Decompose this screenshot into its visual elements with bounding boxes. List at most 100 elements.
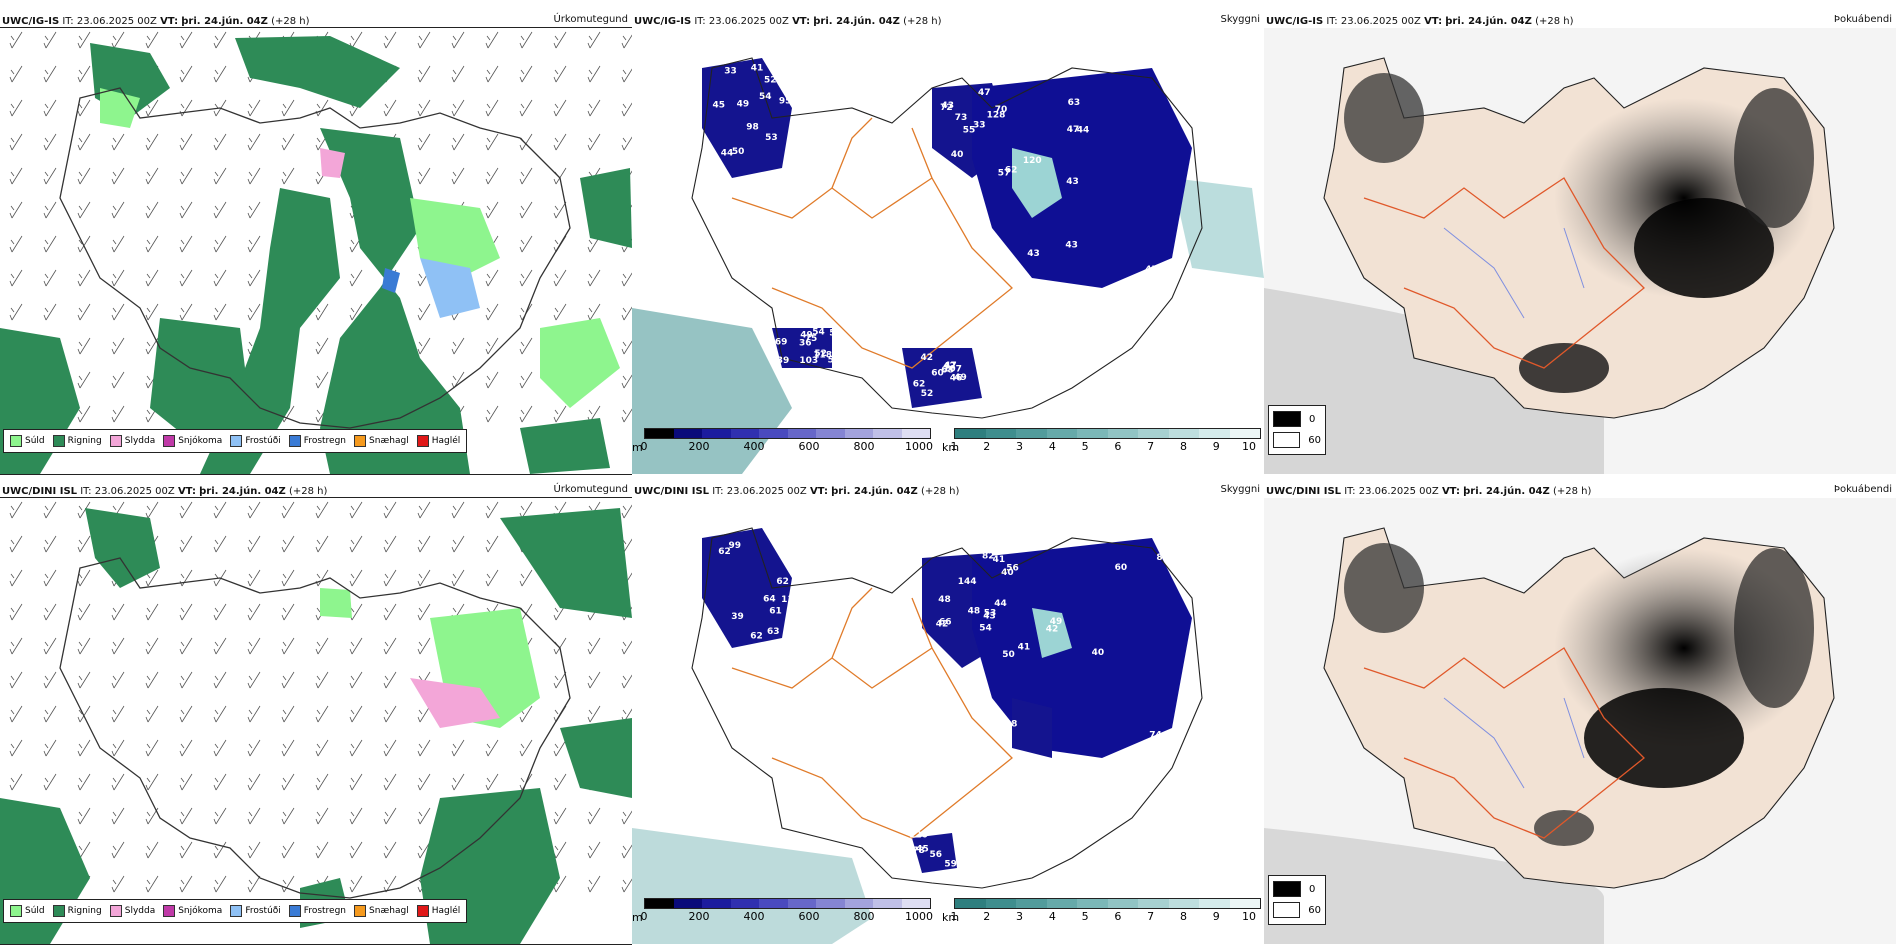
ceiling-value-label: 62 [718,547,731,557]
ceiling-value-label: 44 [721,148,734,158]
wind-barb [315,371,329,389]
wind-barb [417,535,431,553]
wind-barb [383,99,397,117]
wind-barb [451,773,465,791]
wind-barb [553,773,567,791]
ceiling-value-label: 62 [913,380,926,390]
colorbar-swatch [1046,429,1077,438]
colorbar-swatch [1138,429,1169,438]
wind-barb [77,235,91,253]
wind-barb [485,269,499,287]
panel-header: UWC/DINI ISL IT: 23.06.2025 00Z VT: þri.… [2,486,328,497]
wind-barb [213,807,227,825]
colorbar-swatch [702,899,731,908]
legend-swatch [163,435,176,447]
wind-barb [77,773,91,791]
wind-barb [621,674,632,689]
colorbar-swatch [1229,429,1260,438]
fog-legend: 0 60 [1268,405,1326,455]
wind-barb [451,337,465,355]
wind-barb [383,773,397,791]
ceiling-value-label: 120 [1023,156,1042,166]
legend-item: Frostregn [288,905,347,917]
ceiling-value-label: 49 [1050,617,1063,627]
wind-barb [621,102,632,117]
wind-barb [111,603,125,621]
wind-barb [9,501,23,519]
wind-barb [247,201,261,219]
wind-barb [213,201,227,219]
colorbar-tick: 200 [688,440,710,453]
colorbar-swatch [787,429,816,438]
ceiling-value-label: 43 [802,823,815,833]
ceiling-value-label: 42 [943,362,956,372]
precip-panel-bottom: UWC/DINI ISL IT: 23.06.2025 00Z VT: þri.… [0,480,632,950]
wind-barb [281,875,295,893]
wind-barb [621,68,632,83]
colorbar-tick: 8 [1179,910,1187,923]
colorbar-tick: 9 [1212,440,1220,453]
wind-barb [213,65,227,83]
wind-barb [451,535,465,553]
wind-barb [145,167,159,185]
wind-barb [43,99,57,117]
wind-barb [417,739,431,757]
ceiling-value-label: 47 [1067,125,1080,135]
wind-barb [43,603,57,621]
ceiling-value-label: 33 [959,844,972,854]
wind-barb [179,603,193,621]
colorbar-tick: 200 [688,910,710,923]
wind-barb [213,841,227,859]
ceiling-value-label: 62 [1005,165,1018,175]
wind-barb [383,501,397,519]
legend-item: Frostregn [288,435,346,447]
wind-barb [587,133,601,151]
wind-barb [179,705,193,723]
wind-barb [383,841,397,859]
colorbar-tick: 400 [743,910,765,923]
wind-barb [77,31,91,49]
wind-barb [485,99,499,117]
ceiling-value-label: 52 [814,349,827,359]
wind-barb [9,133,23,151]
wind-barb [77,807,91,825]
wind-barb [111,235,125,253]
ceiling-value-label: 63 [1068,98,1081,108]
legend-item: Rigning [52,435,102,447]
wind-barb [519,269,533,287]
ceiling-value-label: 40 [1001,568,1014,578]
wind-barb [553,269,567,287]
wind-barb [9,31,23,49]
colorbar-swatch [1199,429,1230,438]
ceiling-colorbar: m 0 200 400 600 800 1000 [632,898,933,938]
legend-item: Frostúði [230,905,281,917]
wind-barb [9,99,23,117]
wind-barb [315,773,329,791]
fog-map [1264,28,1896,474]
wind-barb [111,269,125,287]
colorbar-tick: 1 [950,440,958,453]
ceiling-value-label: 57 [998,168,1011,178]
wind-barb [621,374,632,389]
colorbar-tick: 3 [1016,910,1024,923]
wind-barb [43,201,57,219]
ceiling-value-label: 53 [765,133,778,143]
wind-barb [9,167,23,185]
wind-barb [179,535,193,553]
legend-swatch [416,435,429,447]
ceiling-value-label: 35 [780,532,793,542]
colorbar-swatch [955,899,986,908]
wind-barb [247,807,261,825]
wind-barb [315,535,329,553]
wind-barb [349,841,363,859]
wind-barb [451,569,465,587]
wind-barb [43,303,57,321]
wind-barb [281,535,295,553]
ceiling-value-label: 33 [724,67,737,77]
ceiling-value-label: 49 [800,330,813,340]
colorbar-swatch [1199,899,1230,908]
colorbar-swatch [1107,429,1138,438]
panel-header: UWC/DINI ISL IT: 23.06.2025 00Z VT: þri.… [634,486,960,497]
wind-barb [77,671,91,689]
legend-label: Frostregn [303,906,347,916]
